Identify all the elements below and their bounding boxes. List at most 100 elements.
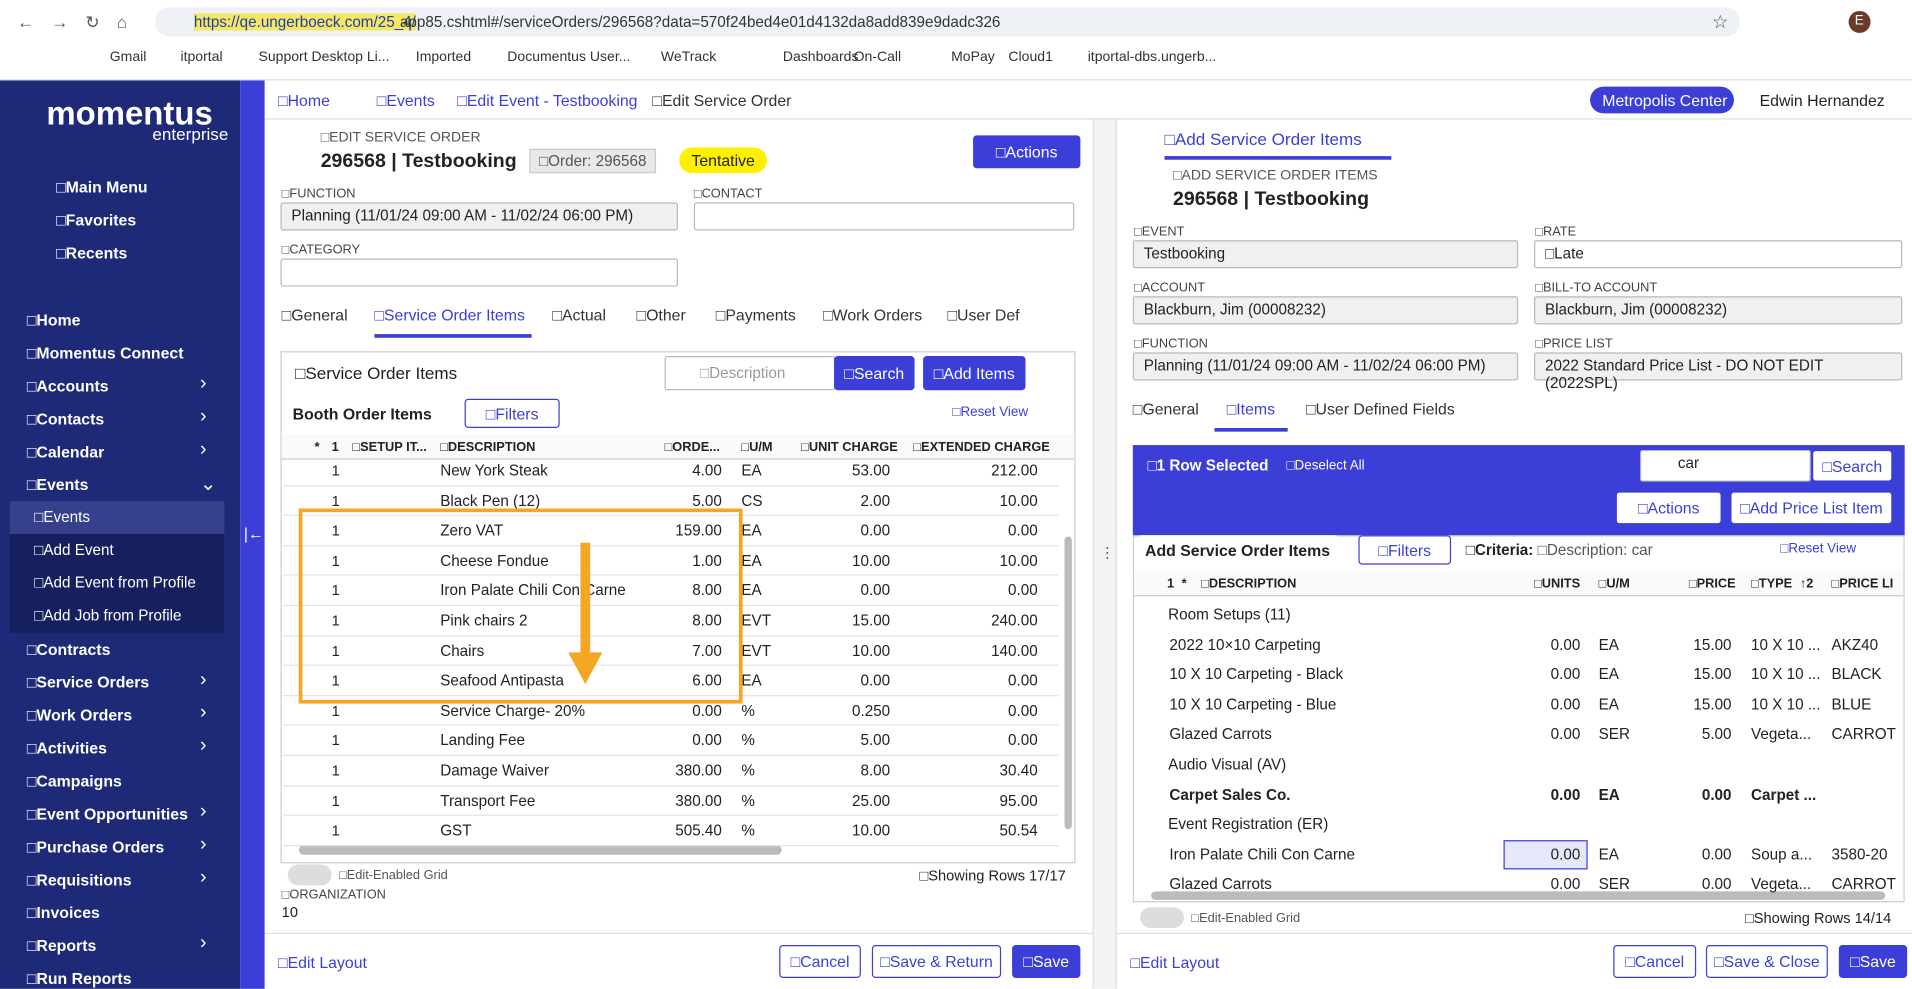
star[interactable]: ☆ bbox=[1712, 12, 1729, 33]
tab[interactable]: □General bbox=[281, 306, 348, 325]
center[interactable]: Metropolis Center bbox=[1602, 91, 1728, 110]
nav-item[interactable]: □Reports bbox=[26, 936, 97, 955]
chevron[interactable]: › bbox=[199, 373, 207, 394]
nav-item[interactable]: □Contacts bbox=[26, 409, 105, 429]
tab[interactable]: □Other bbox=[636, 306, 686, 325]
avatar[interactable] bbox=[1848, 10, 1871, 33]
nav-subitem[interactable]: □Add Job from Profile bbox=[34, 607, 182, 625]
field[interactable]: 2022 Standard Price List - DO NOT EDIT (… bbox=[1533, 352, 1903, 391]
field[interactable]: Testbooking bbox=[1132, 240, 1519, 269]
nav-item[interactable]: □Home bbox=[26, 310, 81, 330]
view-select[interactable]: Booth Order Items bbox=[282, 397, 449, 430]
chevron[interactable]: › bbox=[199, 406, 207, 427]
field[interactable]: Blackburn, Jim (00008232) bbox=[1533, 296, 1903, 325]
nav-item[interactable]: □Event Opportunities bbox=[26, 804, 188, 824]
splitter[interactable] bbox=[1092, 119, 1117, 989]
tab[interactable]: □User Def bbox=[947, 306, 1020, 325]
bookmark[interactable]: Gmail bbox=[109, 49, 147, 65]
chevron[interactable]: › bbox=[199, 834, 207, 855]
filters-button[interactable]: □Filters bbox=[1358, 535, 1452, 565]
chevron[interactable]: ⌄ bbox=[199, 474, 217, 496]
search-field[interactable]: car bbox=[1640, 449, 1811, 482]
actions-button[interactable]: □Actions bbox=[1615, 491, 1722, 525]
function-field[interactable]: Planning (11/01/24 09:00 AM - 11/02/24 0… bbox=[280, 202, 678, 231]
save-close-button[interactable]: □Save & Close bbox=[1705, 945, 1828, 978]
bookmark[interactable]: Support Desktop Li... bbox=[258, 49, 390, 65]
bookmark[interactable]: Dashboards bbox=[782, 49, 859, 65]
user[interactable]: Edwin Hernandez bbox=[1759, 91, 1885, 110]
nav-item[interactable]: □Run Reports bbox=[26, 969, 132, 988]
save-return-button[interactable]: □Save & Return bbox=[871, 945, 1002, 978]
menu-link[interactable]: □Favorites bbox=[56, 210, 137, 230]
nav-item[interactable]: □Activities bbox=[26, 738, 107, 758]
bookmark[interactable]: Documentus User... bbox=[507, 49, 631, 65]
nav-subitem[interactable]: □Events bbox=[34, 508, 90, 526]
deselect-link[interactable]: □Deselect All bbox=[1286, 458, 1365, 474]
nav-item[interactable]: □Purchase Orders bbox=[26, 837, 165, 857]
bookmark[interactable]: Imported bbox=[415, 49, 472, 65]
chevron[interactable]: › bbox=[199, 735, 207, 757]
menu-link[interactable]: □Main Menu bbox=[56, 178, 148, 197]
nav-item[interactable]: □Momentus Connect bbox=[26, 343, 184, 363]
chevron[interactable]: › bbox=[199, 438, 207, 460]
save-button[interactable]: □Save bbox=[1012, 945, 1081, 978]
breadcrumb[interactable]: □Events bbox=[376, 91, 435, 110]
nav-item[interactable]: □Invoices bbox=[26, 903, 100, 922]
tab[interactable]: □Payments bbox=[715, 306, 796, 325]
nav-subitem[interactable]: □Add Event bbox=[34, 541, 114, 559]
save-button[interactable]: □Save bbox=[1838, 945, 1908, 978]
bookmark[interactable]: On-Call bbox=[853, 49, 902, 65]
bookmark[interactable]: MoPay bbox=[951, 49, 995, 65]
field[interactable]: □Late bbox=[1533, 240, 1903, 269]
v-scroll[interactable] bbox=[1064, 536, 1072, 830]
breadcrumb[interactable]: □Edit Event - Testbooking bbox=[457, 91, 638, 110]
tab[interactable]: □Service Order Items bbox=[374, 306, 533, 338]
field[interactable]: Planning (11/01/24 09:00 AM - 11/02/24 0… bbox=[1132, 352, 1519, 381]
bookmark[interactable]: WeTrack bbox=[660, 49, 717, 65]
panel-tab[interactable]: □Add Service Order Items bbox=[1164, 129, 1391, 160]
sidebar-rail[interactable] bbox=[240, 80, 265, 989]
chevron[interactable]: › bbox=[199, 932, 207, 954]
reset-link[interactable]: □Reset View bbox=[1780, 541, 1857, 557]
h-scroll-right[interactable] bbox=[1151, 891, 1886, 900]
cancel-button[interactable]: □Cancel bbox=[779, 945, 861, 978]
actions-button[interactable]: □Actions bbox=[973, 135, 1081, 169]
nav-item[interactable]: □Requisitions bbox=[26, 870, 132, 889]
nav-item[interactable]: □Service Orders bbox=[26, 673, 150, 692]
contact-field[interactable] bbox=[693, 202, 1075, 231]
tab[interactable]: □User Defined Fields bbox=[1305, 399, 1455, 419]
search-button[interactable]: □Search bbox=[834, 356, 915, 391]
nav-item[interactable]: □Accounts bbox=[26, 376, 109, 396]
nav-item[interactable]: □Work Orders bbox=[26, 706, 133, 725]
edit-layout[interactable]: □Edit Layout bbox=[1130, 953, 1220, 972]
nav-subitem[interactable]: □Add Event from Profile bbox=[34, 574, 196, 592]
bookmark[interactable]: itportal-dbs.ungerb... bbox=[1087, 49, 1217, 65]
filters-button[interactable]: □Filters bbox=[464, 398, 560, 429]
search-button[interactable]: □Search bbox=[1812, 449, 1893, 482]
nav-item[interactable]: □Events bbox=[26, 475, 89, 494]
search-field[interactable]: □Description bbox=[664, 356, 836, 391]
tab[interactable]: □Items bbox=[1214, 400, 1288, 432]
edit-layout[interactable]: □Edit Layout bbox=[278, 953, 367, 972]
h-scroll[interactable] bbox=[298, 845, 782, 855]
center-pill[interactable] bbox=[1590, 86, 1734, 114]
toggle-right[interactable] bbox=[1140, 907, 1185, 928]
bookmark[interactable]: Cloud1 bbox=[1008, 49, 1053, 65]
nav-item[interactable]: □Contracts bbox=[26, 640, 111, 659]
tab[interactable]: □General bbox=[1132, 399, 1199, 419]
toggle[interactable] bbox=[287, 864, 332, 886]
chevron[interactable]: › bbox=[199, 669, 207, 691]
tab[interactable]: □Actual bbox=[552, 306, 607, 325]
reset-link[interactable]: □Reset View bbox=[952, 404, 1029, 420]
add-button[interactable]: □Add Items bbox=[923, 356, 1026, 391]
nav-item[interactable]: □Calendar bbox=[26, 442, 105, 461]
bookmark[interactable]: itportal bbox=[180, 49, 223, 65]
cancel-button[interactable]: □Cancel bbox=[1613, 945, 1697, 978]
category-field[interactable] bbox=[280, 258, 678, 287]
menu-link[interactable]: □Recents bbox=[56, 243, 128, 263]
chevron[interactable]: › bbox=[199, 866, 207, 888]
view-select[interactable]: Add Service Order Items bbox=[1137, 535, 1339, 565]
breadcrumb[interactable]: □Home bbox=[278, 91, 330, 110]
tab[interactable]: □Work Orders bbox=[823, 306, 923, 325]
address-bar[interactable] bbox=[154, 7, 1741, 37]
